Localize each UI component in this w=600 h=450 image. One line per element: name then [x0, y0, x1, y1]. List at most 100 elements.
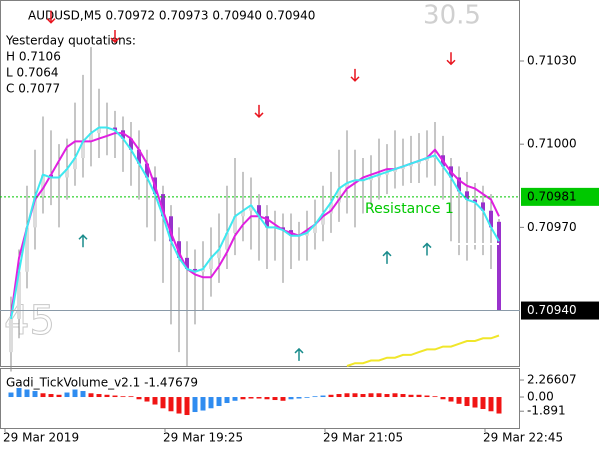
histogram-bar — [496, 397, 502, 414]
candle-body — [281, 227, 285, 231]
histogram-bar — [448, 397, 454, 402]
histogram-bar — [408, 394, 414, 398]
histogram-bar — [184, 397, 190, 416]
histogram-bar — [176, 397, 182, 414]
buy-arrow — [422, 242, 432, 256]
histogram-bar — [488, 397, 494, 412]
indicator-title: Gadi_TickVolume_v2.1 -1.47679 — [6, 376, 198, 390]
histogram-bar — [128, 396, 134, 398]
histogram-bar — [432, 396, 438, 398]
candle-body — [161, 194, 165, 217]
histogram-bar — [256, 397, 262, 399]
histogram-bar — [160, 397, 166, 409]
candle-body — [201, 268, 205, 272]
histogram-bar — [112, 395, 118, 398]
indicator-line — [10, 126, 500, 320]
chart-title: AUDUSD,M5 0.70972 0.70973 0.70940 0.7094… — [28, 9, 315, 23]
candle-body — [481, 202, 485, 211]
candle-body — [369, 177, 373, 181]
histogram-bar — [72, 389, 78, 398]
candle-body — [473, 199, 477, 203]
indicator-tick-label: 0.00 — [527, 390, 554, 404]
candle-body — [193, 268, 197, 272]
histogram-bar — [80, 391, 86, 398]
y-tick-label: 0.71000 — [527, 137, 577, 151]
histogram-bar — [192, 397, 198, 413]
histogram-bar — [280, 397, 286, 401]
histogram-bar — [168, 397, 174, 412]
candle-body — [385, 171, 389, 175]
candle-body — [65, 169, 69, 178]
level-name: Resistance 1 — [365, 201, 454, 217]
y-tick-label: 0.70970 — [527, 220, 577, 234]
histogram-bar — [16, 388, 22, 398]
histogram-bar — [312, 396, 318, 398]
sell-arrow — [110, 30, 120, 44]
histogram-bar — [272, 397, 278, 401]
candle-body — [257, 205, 261, 217]
indicator-tick-label: -1.891 — [527, 404, 566, 418]
yesterday-line: C 0.7077 — [6, 82, 60, 96]
histogram-bar — [424, 395, 430, 398]
candle-body — [313, 224, 317, 233]
histogram-bar — [416, 394, 422, 398]
histogram-bar — [344, 393, 350, 398]
histogram-bar — [136, 397, 142, 400]
histogram-bar — [32, 391, 38, 398]
histogram-bar — [480, 397, 486, 410]
candle-body — [329, 202, 333, 214]
histogram-bar — [376, 393, 382, 398]
candle-body — [25, 227, 29, 272]
histogram-bar — [392, 393, 398, 398]
histogram-bar — [224, 397, 230, 404]
indicator-tick-label: 2.26607 — [527, 373, 577, 387]
histogram-bar — [8, 392, 14, 398]
candle-body — [145, 163, 149, 178]
candle-body — [33, 196, 37, 228]
candle-body — [465, 191, 469, 200]
candle-body — [185, 257, 189, 269]
histogram-bar — [24, 389, 30, 398]
candle-body — [241, 210, 245, 217]
histogram-bar — [440, 397, 446, 400]
indicator-pane — [0, 368, 520, 429]
histogram-bar — [88, 393, 94, 398]
candle-body — [113, 127, 117, 131]
histogram-bar — [152, 397, 158, 405]
level-label: 0.70981 — [527, 189, 577, 203]
candle-body — [489, 210, 493, 228]
histogram-bar — [248, 397, 254, 399]
candle-body — [417, 160, 421, 164]
candle-body — [9, 318, 13, 353]
histogram-bar — [144, 397, 150, 402]
histogram-bar — [352, 393, 358, 398]
candle-body — [377, 174, 381, 178]
histogram-bar — [200, 397, 206, 411]
bid-box — [521, 301, 599, 320]
yesterday-line: L 0.7064 — [6, 66, 59, 80]
candle-body — [249, 205, 253, 211]
histogram-bar — [464, 397, 470, 407]
candle-body — [137, 149, 141, 164]
candle-body — [409, 163, 413, 167]
histogram-bar — [328, 394, 334, 398]
candle-body — [73, 158, 77, 170]
candle-body — [497, 221, 501, 311]
histogram-bar — [288, 397, 294, 400]
time-label: 29 Mar 22:45 — [483, 431, 563, 445]
histogram-bar — [400, 394, 406, 398]
sell-arrow — [350, 68, 360, 82]
candle-body — [217, 249, 221, 258]
yesterday-line: H 0.7106 — [6, 50, 61, 64]
histogram-bar — [56, 394, 62, 398]
histogram-bar — [120, 396, 126, 398]
candle-body — [265, 216, 269, 228]
candle-body — [345, 183, 349, 189]
histogram-bar — [240, 397, 246, 400]
histogram-bar — [472, 397, 478, 408]
candle-body — [177, 241, 181, 258]
histogram-bar — [296, 397, 302, 399]
histogram-bar — [304, 397, 310, 398]
candle-body — [321, 213, 325, 225]
candle-body — [425, 158, 429, 161]
